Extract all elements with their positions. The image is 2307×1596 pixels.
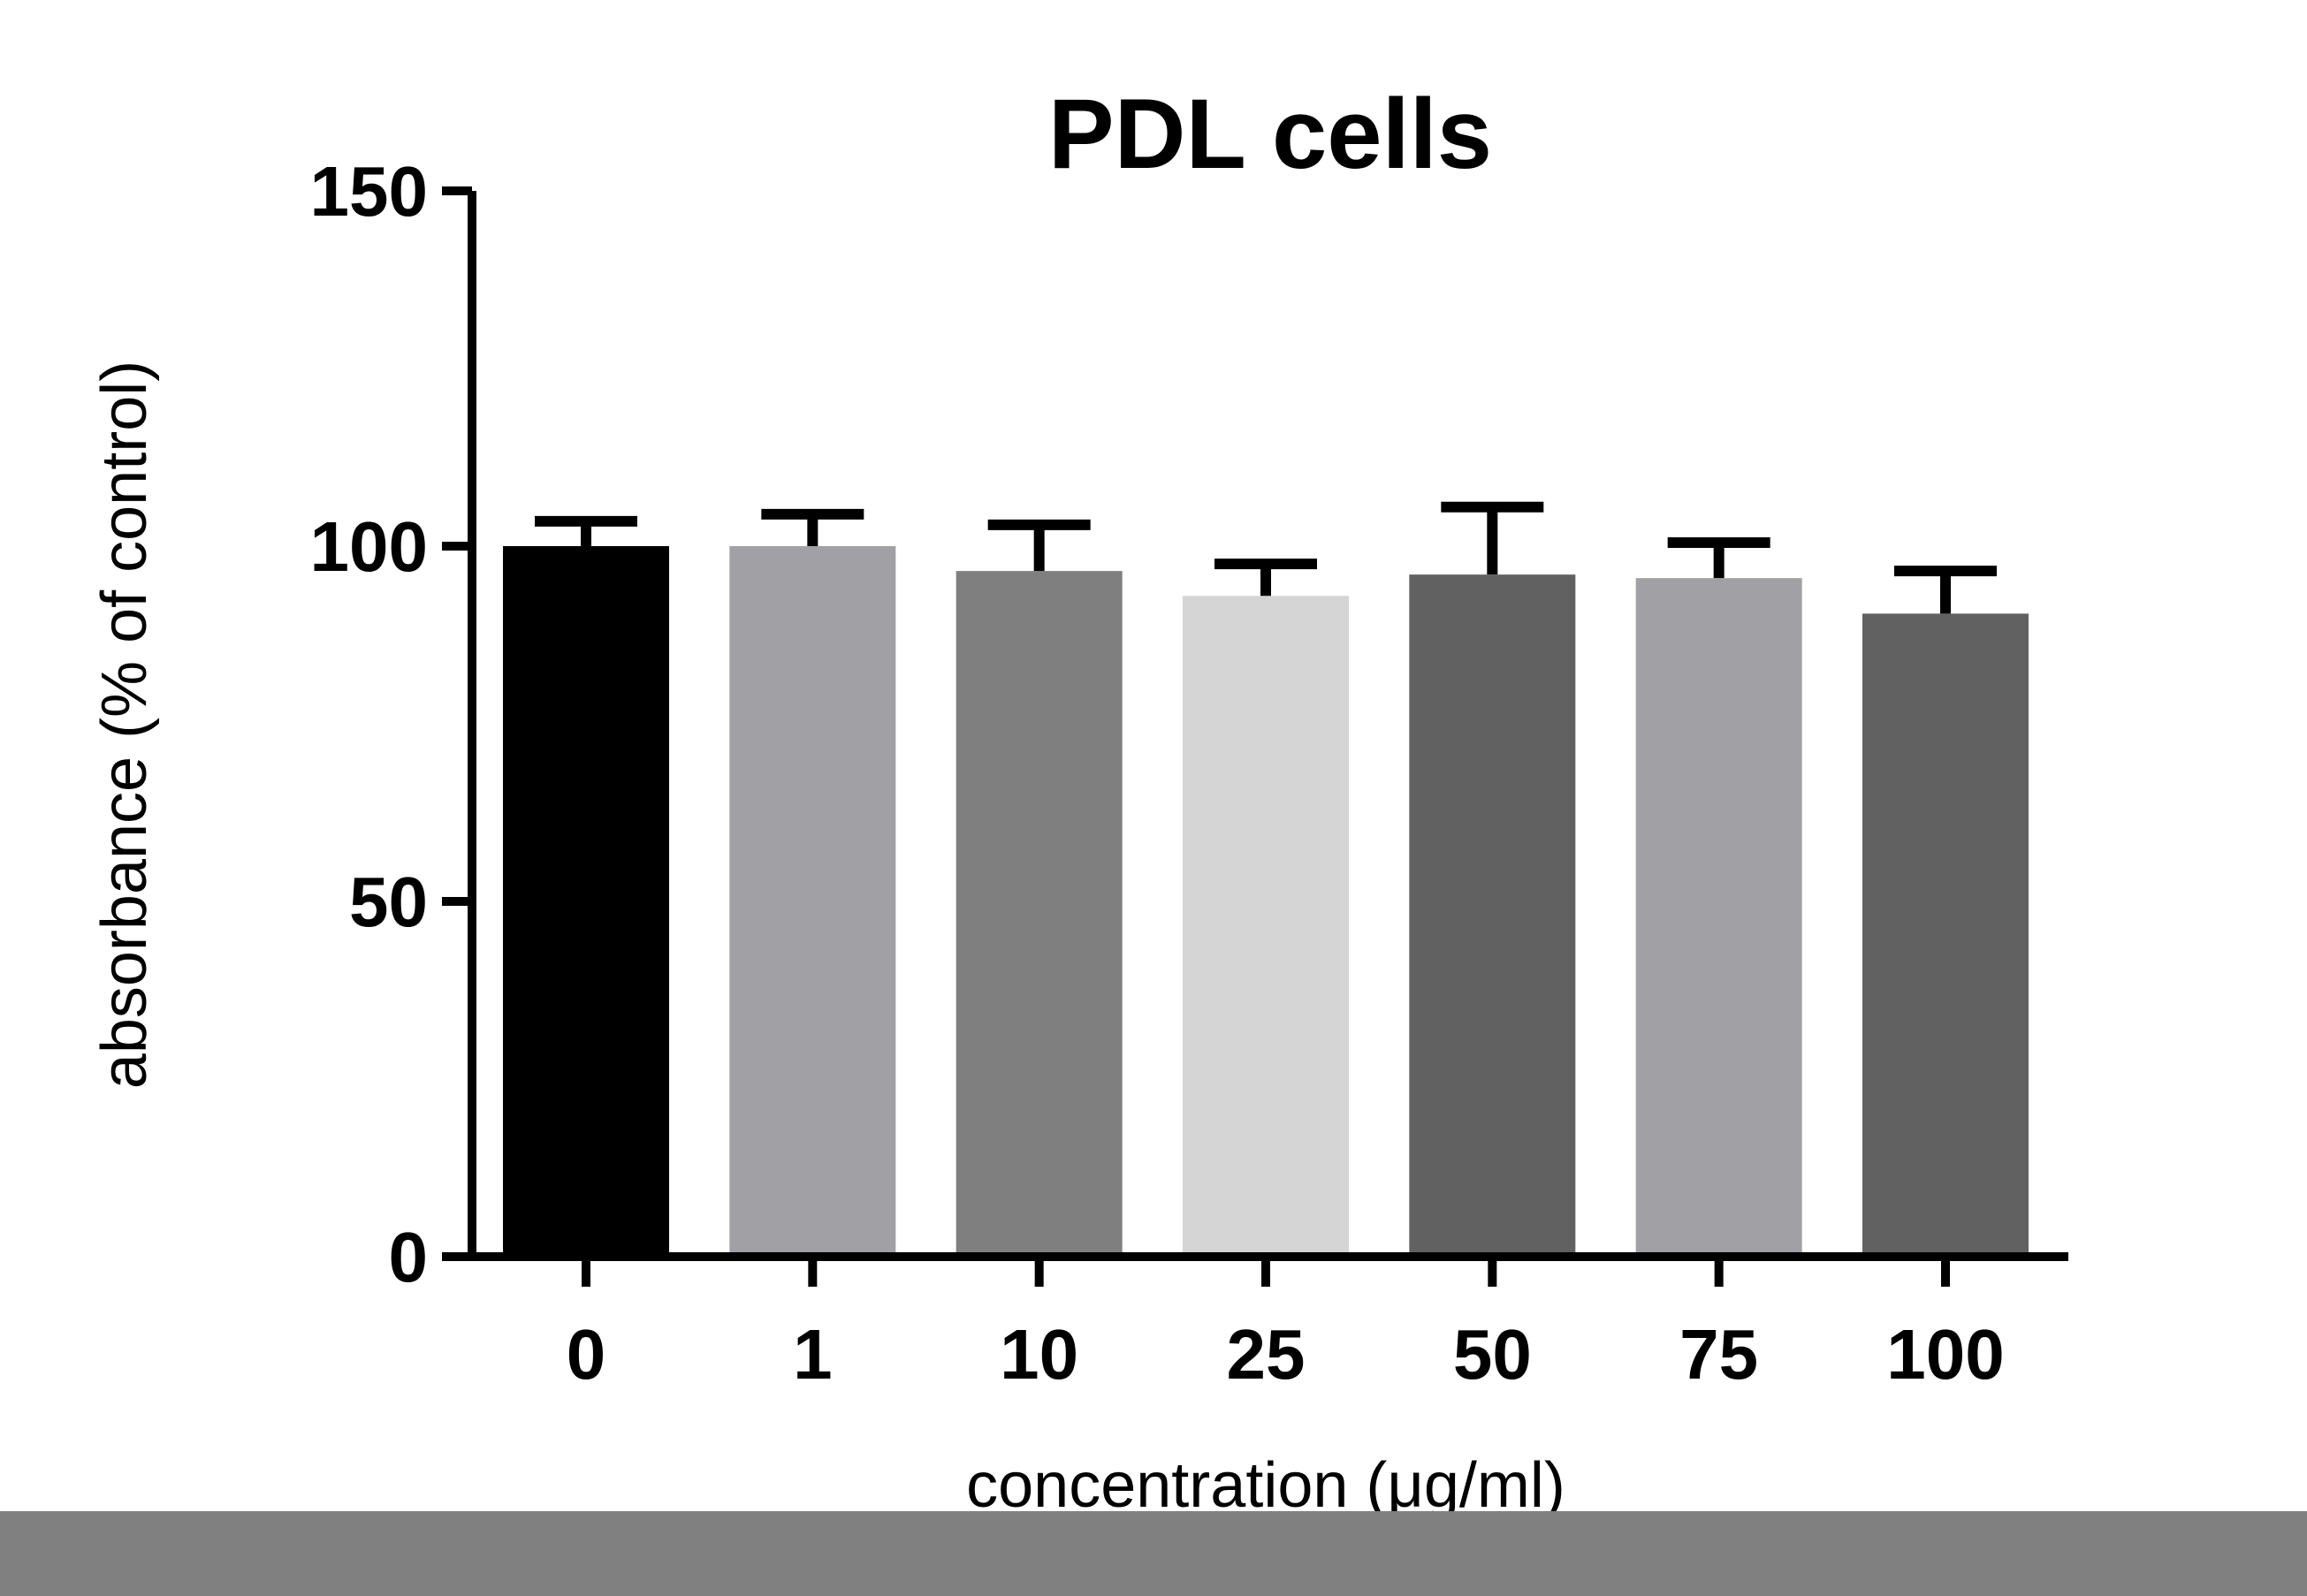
bar-25 <box>1183 596 1349 1257</box>
y-tick-label-100: 100 <box>310 507 428 586</box>
y-tick-label-150: 150 <box>310 152 428 231</box>
x-tick-label-50: 50 <box>1453 1315 1532 1394</box>
bar-10 <box>956 571 1123 1257</box>
error-bars-layer <box>535 501 1997 614</box>
x-tick-label-10: 10 <box>1000 1315 1078 1394</box>
x-tick-label-25: 25 <box>1227 1315 1306 1394</box>
y-tick-label-50: 50 <box>349 863 428 941</box>
x-ticks-layer: 0 1 10 25 50 75 100 <box>567 1257 2005 1394</box>
y-axis-label: absorbance (% of control) <box>89 361 160 1089</box>
x-tick-label-0: 0 <box>567 1315 606 1394</box>
x-tick-label-100: 100 <box>1886 1315 2004 1394</box>
bar-1 <box>729 546 896 1257</box>
y-tick-label-0: 0 <box>389 1218 429 1296</box>
bar-0 <box>503 546 669 1257</box>
x-axis-label: concentration (μg/ml) <box>966 1450 1565 1521</box>
bar-100 <box>1862 613 2029 1257</box>
x-tick-label-75: 75 <box>1679 1315 1758 1394</box>
bars-layer <box>503 546 2029 1257</box>
chart-title: PDL cells <box>1048 79 1492 189</box>
bar-50 <box>1409 574 1576 1257</box>
bottom-band <box>0 1511 2307 1596</box>
x-tick-label-1: 1 <box>793 1315 833 1394</box>
bar-75 <box>1635 578 1802 1257</box>
y-ticks-layer: 0 50 100 150 <box>310 152 472 1296</box>
